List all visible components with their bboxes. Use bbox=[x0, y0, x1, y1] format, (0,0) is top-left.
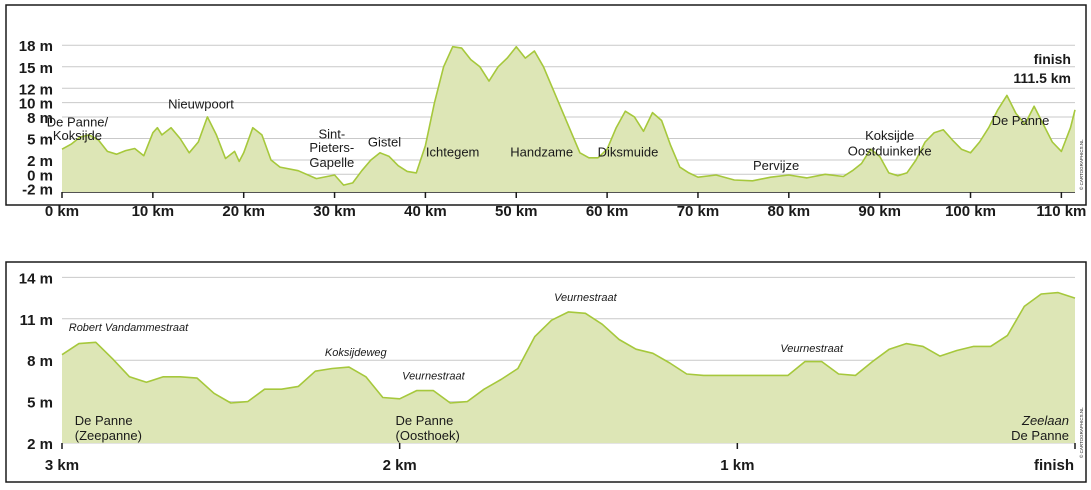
finale-street-label: Veurnestraat bbox=[554, 292, 618, 304]
overview-y-tick-label: 2 m bbox=[27, 153, 53, 170]
overview-place-label: Pieters- bbox=[309, 140, 354, 155]
finale-x-tick-label: finish bbox=[1034, 457, 1074, 474]
overview-finish-label: finish bbox=[1034, 51, 1071, 67]
overview-y-tick-label: 5 m bbox=[27, 131, 53, 148]
overview-x-tick-label: 90 km bbox=[858, 203, 901, 220]
overview-x-tick-label: 110 km bbox=[1036, 203, 1086, 220]
overview-x-tick-label: 100 km bbox=[945, 203, 996, 220]
finale-y-tick-label: 2 m bbox=[27, 436, 53, 453]
finale-street-labels: Robert Vandammestraat Koksijdeweg Veurnest… bbox=[69, 292, 844, 383]
finale-place-label: (Oosthoek) bbox=[396, 428, 460, 443]
finale-place-label: (Zeepanne) bbox=[75, 428, 142, 443]
overview-x-tick-label: 80 km bbox=[768, 203, 811, 220]
finale-street-label: Koksijdeweg bbox=[325, 347, 388, 359]
finale-x-tick-label: 1 km bbox=[720, 457, 754, 474]
overview-x-tick-label: 50 km bbox=[495, 203, 538, 220]
overview-credit: © CARTOGRAPHICS.NL bbox=[1078, 139, 1084, 190]
overview-x-tick-label: 30 km bbox=[313, 203, 356, 220]
finale-street-label: Robert Vandammestraat bbox=[69, 322, 189, 334]
overview-place-labels: De Panne/Koksijde Nieuwpoort Sint-Pieters-… bbox=[47, 96, 1050, 173]
overview-finish-distance: 111.5 km bbox=[1013, 70, 1071, 86]
finale-place-label: De Panne bbox=[75, 413, 133, 428]
finale-place-label: De Panne bbox=[396, 413, 454, 428]
overview-y-tick-label: 10 m bbox=[19, 96, 53, 113]
overview-y-tick-label: 0 m bbox=[27, 167, 53, 184]
finale-place-label: Zeelaan bbox=[1021, 413, 1069, 428]
overview-place-label: Diksmuide bbox=[598, 144, 659, 159]
overview-elevation-area bbox=[62, 46, 1075, 193]
overview-place-label: Gapelle bbox=[309, 155, 354, 170]
finale-frame bbox=[5, 261, 1087, 483]
overview-place-label: Koksijde bbox=[53, 128, 102, 143]
overview-x-tick-label: 0 km bbox=[45, 203, 79, 220]
finale-place-label: De Panne bbox=[1011, 428, 1069, 443]
overview-place-label: Gistel bbox=[368, 134, 401, 149]
overview-y-tick-label: 8 m bbox=[27, 110, 53, 127]
overview-y-tick-label: 12 m bbox=[19, 81, 53, 98]
overview-place-label: Nieuwpoort bbox=[168, 96, 234, 111]
finale-street-label: Veurnestraat bbox=[780, 343, 844, 355]
finale-y-tick-label: 11 m bbox=[20, 312, 53, 329]
finale-credit: © CARTOGRAPHICS.NL bbox=[1078, 407, 1084, 458]
overview-place-label: Pervijze bbox=[753, 158, 799, 173]
finale-y-ticks: 2 m 5 m 8 m 11 m 14 m bbox=[19, 270, 53, 453]
finale-elevation-line bbox=[61, 291, 1076, 404]
overview-elevation-line bbox=[61, 45, 1076, 186]
overview-place-label: Sint- bbox=[318, 126, 345, 141]
finale-x-tick-label: 2 km bbox=[383, 457, 417, 474]
overview-place-label: Koksijde bbox=[865, 128, 914, 143]
finale-y-tick-label: 14 m bbox=[19, 270, 53, 287]
overview-y-tick-label: -2 m bbox=[22, 182, 53, 199]
finale-street-label: Veurnestraat bbox=[402, 371, 466, 383]
overview-x-ticks: 0 km 10 km 20 km 30 km 40 km 50 km 60 km 70 km 8… bbox=[45, 203, 1086, 220]
finale-y-tick-label: 8 m bbox=[27, 353, 53, 370]
overview-y-tick-label: 15 m bbox=[19, 60, 53, 77]
overview-x-tick-label: 60 km bbox=[586, 203, 629, 220]
overview-x-tick-label: 10 km bbox=[132, 203, 175, 220]
overview-place-label: Oostduinkerke bbox=[848, 144, 932, 159]
overview-x-tick-label: 20 km bbox=[222, 203, 265, 220]
overview-frame bbox=[5, 4, 1087, 206]
overview-x-tick-label: 70 km bbox=[677, 203, 720, 220]
overview-place-label: De Panne bbox=[992, 113, 1050, 128]
overview-place-label: De Panne/ bbox=[47, 114, 109, 129]
overview-y-ticks: -2 m0 m2 m 5 m 8 m10 m12 m 15 m 18 m bbox=[19, 38, 53, 198]
overview-place-label: Ichtegem bbox=[426, 144, 479, 159]
overview-place-label: Handzame bbox=[510, 144, 573, 159]
finale-x-tick-label: 3 km bbox=[45, 457, 79, 474]
overview-x-tick-label: 40 km bbox=[404, 203, 447, 220]
finale-x-ticks: 3 km 2 km 1 km finish bbox=[45, 457, 1074, 474]
finale-place-labels: De Panne(Zeepanne)De Panne(Oosthoek)Zeel… bbox=[75, 413, 1069, 443]
finale-y-tick-label: 5 m bbox=[27, 395, 53, 412]
finale-elevation-area bbox=[62, 292, 1075, 443]
overview-y-tick-label: 18 m bbox=[19, 38, 53, 55]
